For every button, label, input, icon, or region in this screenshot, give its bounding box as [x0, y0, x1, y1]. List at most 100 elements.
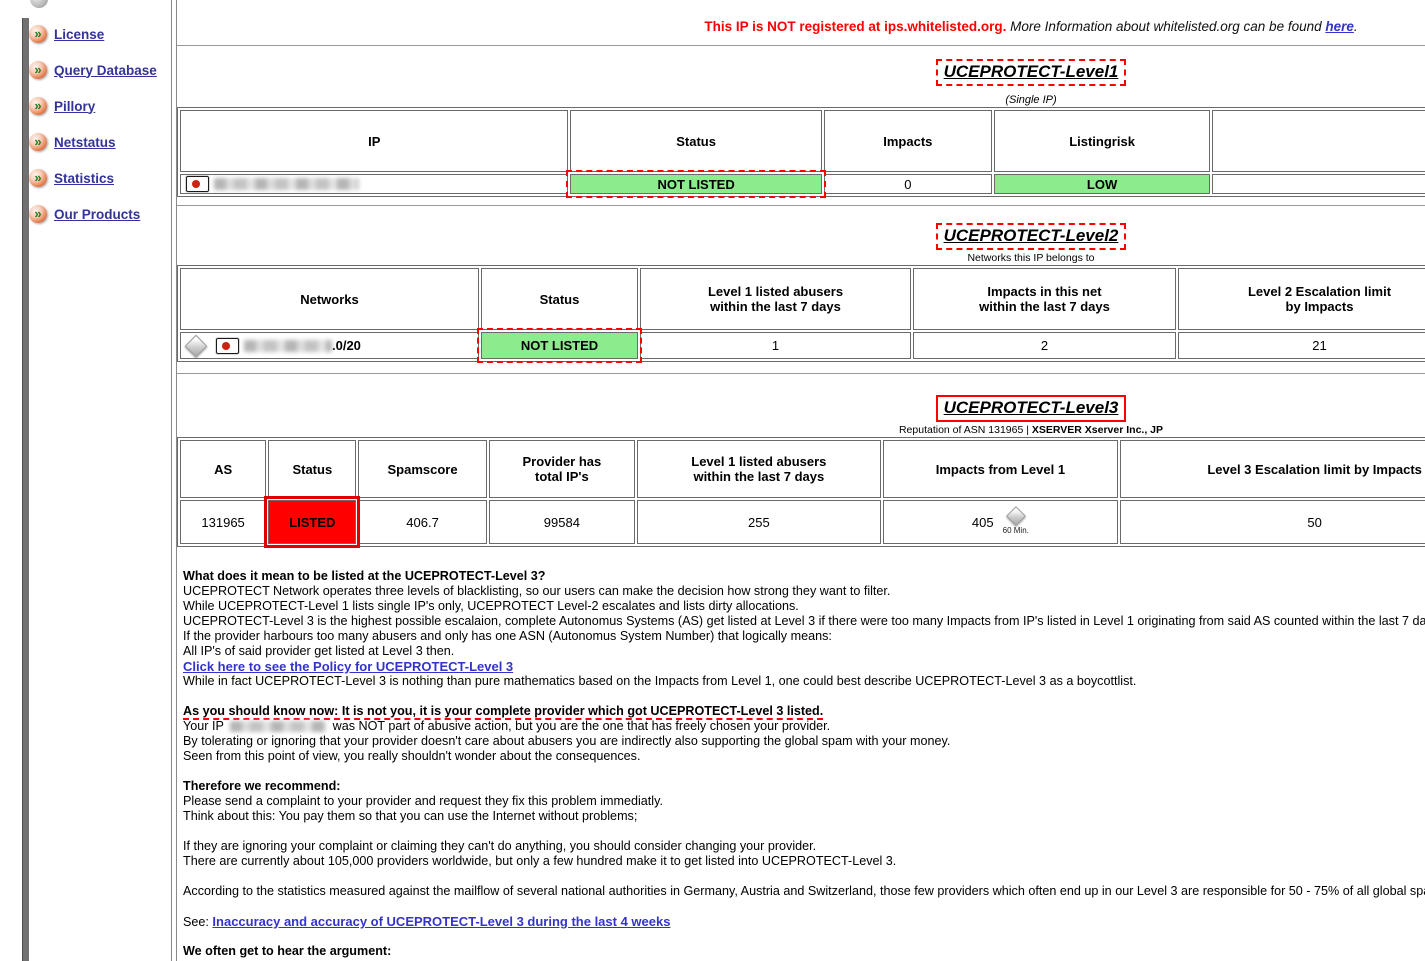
sidebar-item-our-products[interactable]: » Our Products	[29, 204, 140, 224]
level2-table: Networks Status Level 1 listed abusers w…	[177, 265, 1425, 363]
diamond-icon	[184, 334, 208, 357]
explanation-article: What does it mean to be listed at the UC…	[183, 569, 1425, 959]
level2-col-networks: Networks	[180, 268, 479, 330]
sidebar-item-statistics[interactable]: » Statistics	[29, 168, 114, 188]
article-line: Your IP was NOT part of abusive action, …	[183, 719, 1425, 734]
article-line: Please send a complaint to your provider…	[183, 794, 663, 808]
blank-line	[183, 899, 1425, 914]
sidebar-item-label[interactable]: Pillory	[54, 98, 96, 114]
whitelist-here-link[interactable]: here	[1325, 19, 1354, 34]
level3-title-link[interactable]: UCEPROTECT-Level3	[935, 395, 1127, 422]
level3-col-abusers: Level 1 listed abusers within the last 7…	[637, 440, 881, 498]
article-line: UCEPROTECT Network operates three levels…	[183, 584, 891, 598]
nav-bullet-icon: »	[29, 205, 47, 223]
level3-header-row: AS Status Spamscore Provider has total I…	[180, 440, 1425, 498]
level1-ip-cell	[180, 174, 569, 194]
level3-subtitle-prefix: Reputation of ASN 131965 |	[898, 424, 1032, 436]
section-divider	[177, 205, 1425, 206]
level2-subtitle: Networks this IP belongs to	[967, 252, 1095, 264]
frame-separator-line	[176, 0, 177, 961]
level3-col-as: AS	[180, 440, 267, 498]
level1-title-row: UCEPROTECT-Level1	[177, 59, 1425, 86]
level1-title-link[interactable]: UCEPROTECT-Level1	[935, 59, 1127, 86]
your-ip-prefix: Your IP	[183, 719, 228, 733]
level1-impacts-cell: 0	[823, 174, 992, 194]
blank-line	[183, 929, 1425, 944]
sidebar-item-pillory[interactable]: » Pillory	[29, 96, 95, 116]
whitelist-notice: This IP is NOT registered at ips.whiteli…	[177, 18, 1425, 36]
nav-bullet-icon: »	[29, 133, 47, 151]
level1-listingrisk-cell: LOW	[993, 174, 1211, 194]
policy-link[interactable]: Click here to see the Policy for UCEPROT…	[183, 659, 514, 674]
blank-line	[183, 764, 1425, 779]
level2-title-link[interactable]: UCEPROTECT-Level2	[935, 223, 1127, 250]
level3-subtitle-provider: XSERVER Xserver Inc., JP	[1031, 424, 1164, 436]
level3-col-spamscore: Spamscore	[358, 440, 487, 498]
sidebar-item-label[interactable]: Query Database	[54, 62, 157, 78]
level2-data-row: .0/20 NOT LISTED 1 2 21	[180, 328, 1425, 363]
diamond-icon	[1005, 506, 1026, 526]
article-heading: Therefore we recommend:	[183, 779, 341, 793]
article-line: If they are ignoring your complaint or c…	[183, 839, 817, 853]
level3-title-row: UCEPROTECT-Level3	[177, 395, 1425, 422]
blank-line	[183, 869, 1425, 884]
article-line: Think about this: You pay them so that y…	[183, 809, 638, 823]
inaccuracy-link[interactable]: Inaccuracy and accuracy of UCEPROTECT-Le…	[212, 914, 671, 929]
article-line: According to the statistics measured aga…	[183, 884, 1425, 898]
sidebar-item-license[interactable]: » License	[29, 24, 104, 44]
blank-line	[183, 689, 1425, 704]
level3-as-cell: 131965	[180, 500, 267, 544]
japan-flag-icon	[186, 176, 209, 192]
nav-bullet-icon: »	[29, 169, 47, 187]
level1-col-impacts: Impacts	[823, 110, 992, 172]
sidebar-item-label[interactable]: Netstatus	[54, 134, 116, 150]
level1-col-status: Status	[570, 110, 822, 172]
provider-warning-line: As you should know now: It is not you, i…	[183, 704, 824, 720]
whitelist-info-period: .	[1353, 19, 1358, 34]
article-line: While in fact UCEPROTECT-Level 3 is noth…	[183, 674, 1137, 688]
article-line: Seen from this point of view, you really…	[183, 749, 641, 763]
level3-impacts-cell: 405 60 Min.	[882, 500, 1119, 544]
level2-limit-cell: 21	[1178, 332, 1425, 359]
level3-spamscore-cell: 406.7	[358, 500, 487, 544]
article-line: If the provider harbours too many abuser…	[183, 629, 832, 643]
level1-col-empty	[1212, 110, 1425, 172]
article-line: There are currently about 105,000 provid…	[183, 854, 897, 868]
article-heading: What does it mean to be listed at the UC…	[183, 569, 546, 583]
level3-subtitle: Reputation of ASN 131965 | XSERVER Xserv…	[177, 424, 1425, 436]
main-content: This IP is NOT registered at ips.whiteli…	[177, 0, 1425, 961]
section-divider	[177, 45, 1425, 46]
article-line: See: Inaccuracy and accuracy of UCEPROTE…	[183, 914, 1425, 929]
section-divider	[177, 373, 1425, 374]
partial-nav-bullet-icon	[30, 0, 48, 8]
article-heading: We often get to hear the argument:	[183, 944, 392, 958]
whitelist-warning-text: This IP is NOT registered at ips.whiteli…	[704, 19, 1007, 34]
sidebar-item-query-database[interactable]: » Query Database	[29, 60, 157, 80]
level2-network-cell: .0/20	[180, 332, 479, 359]
level1-header-row: IP Status Impacts Listingrisk	[180, 110, 1425, 172]
sidebar-item-label[interactable]: Our Products	[54, 206, 141, 222]
level1-col-ip: IP	[180, 110, 569, 172]
level2-title-row: UCEPROTECT-Level2	[177, 223, 1425, 250]
article-line: UCEPROTECT-Level 3 is the highest possib…	[183, 614, 1425, 628]
nav-bullet-icon: »	[29, 61, 47, 79]
level3-total-ips-cell: 99584	[488, 500, 636, 544]
frame-separator-line	[171, 0, 172, 961]
level2-impacts-cell: 2	[913, 332, 1176, 359]
blurred-ip-inline	[230, 721, 327, 733]
sixty-min-caption: 60 Min.	[1002, 526, 1029, 535]
article-line: By tolerating or ignoring that your prov…	[183, 734, 951, 748]
level3-data-row: 131965 LISTED 406.7 99584 255 405 60 Min…	[180, 496, 1425, 548]
level2-col-status: Status	[481, 268, 638, 330]
sidebar-item-netstatus[interactable]: » Netstatus	[29, 132, 116, 152]
level1-data-row: NOT LISTED 0 LOW	[180, 170, 1425, 198]
level3-limit-cell: 50	[1120, 500, 1425, 544]
level1-table: IP Status Impacts Listingrisk NOT LISTED…	[177, 107, 1425, 198]
sidebar-item-label[interactable]: License	[54, 26, 105, 42]
level3-status-cell: LISTED	[264, 496, 361, 548]
level1-subtitle: (Single IP)	[1005, 94, 1057, 106]
level3-table: AS Status Spamscore Provider has total I…	[177, 437, 1425, 548]
sidebar-item-label[interactable]: Statistics	[54, 170, 115, 186]
level2-col-limit: Level 2 Escalation limit by Impacts	[1178, 268, 1425, 330]
level3-col-limit: Level 3 Escalation limit by Impacts	[1120, 440, 1425, 498]
